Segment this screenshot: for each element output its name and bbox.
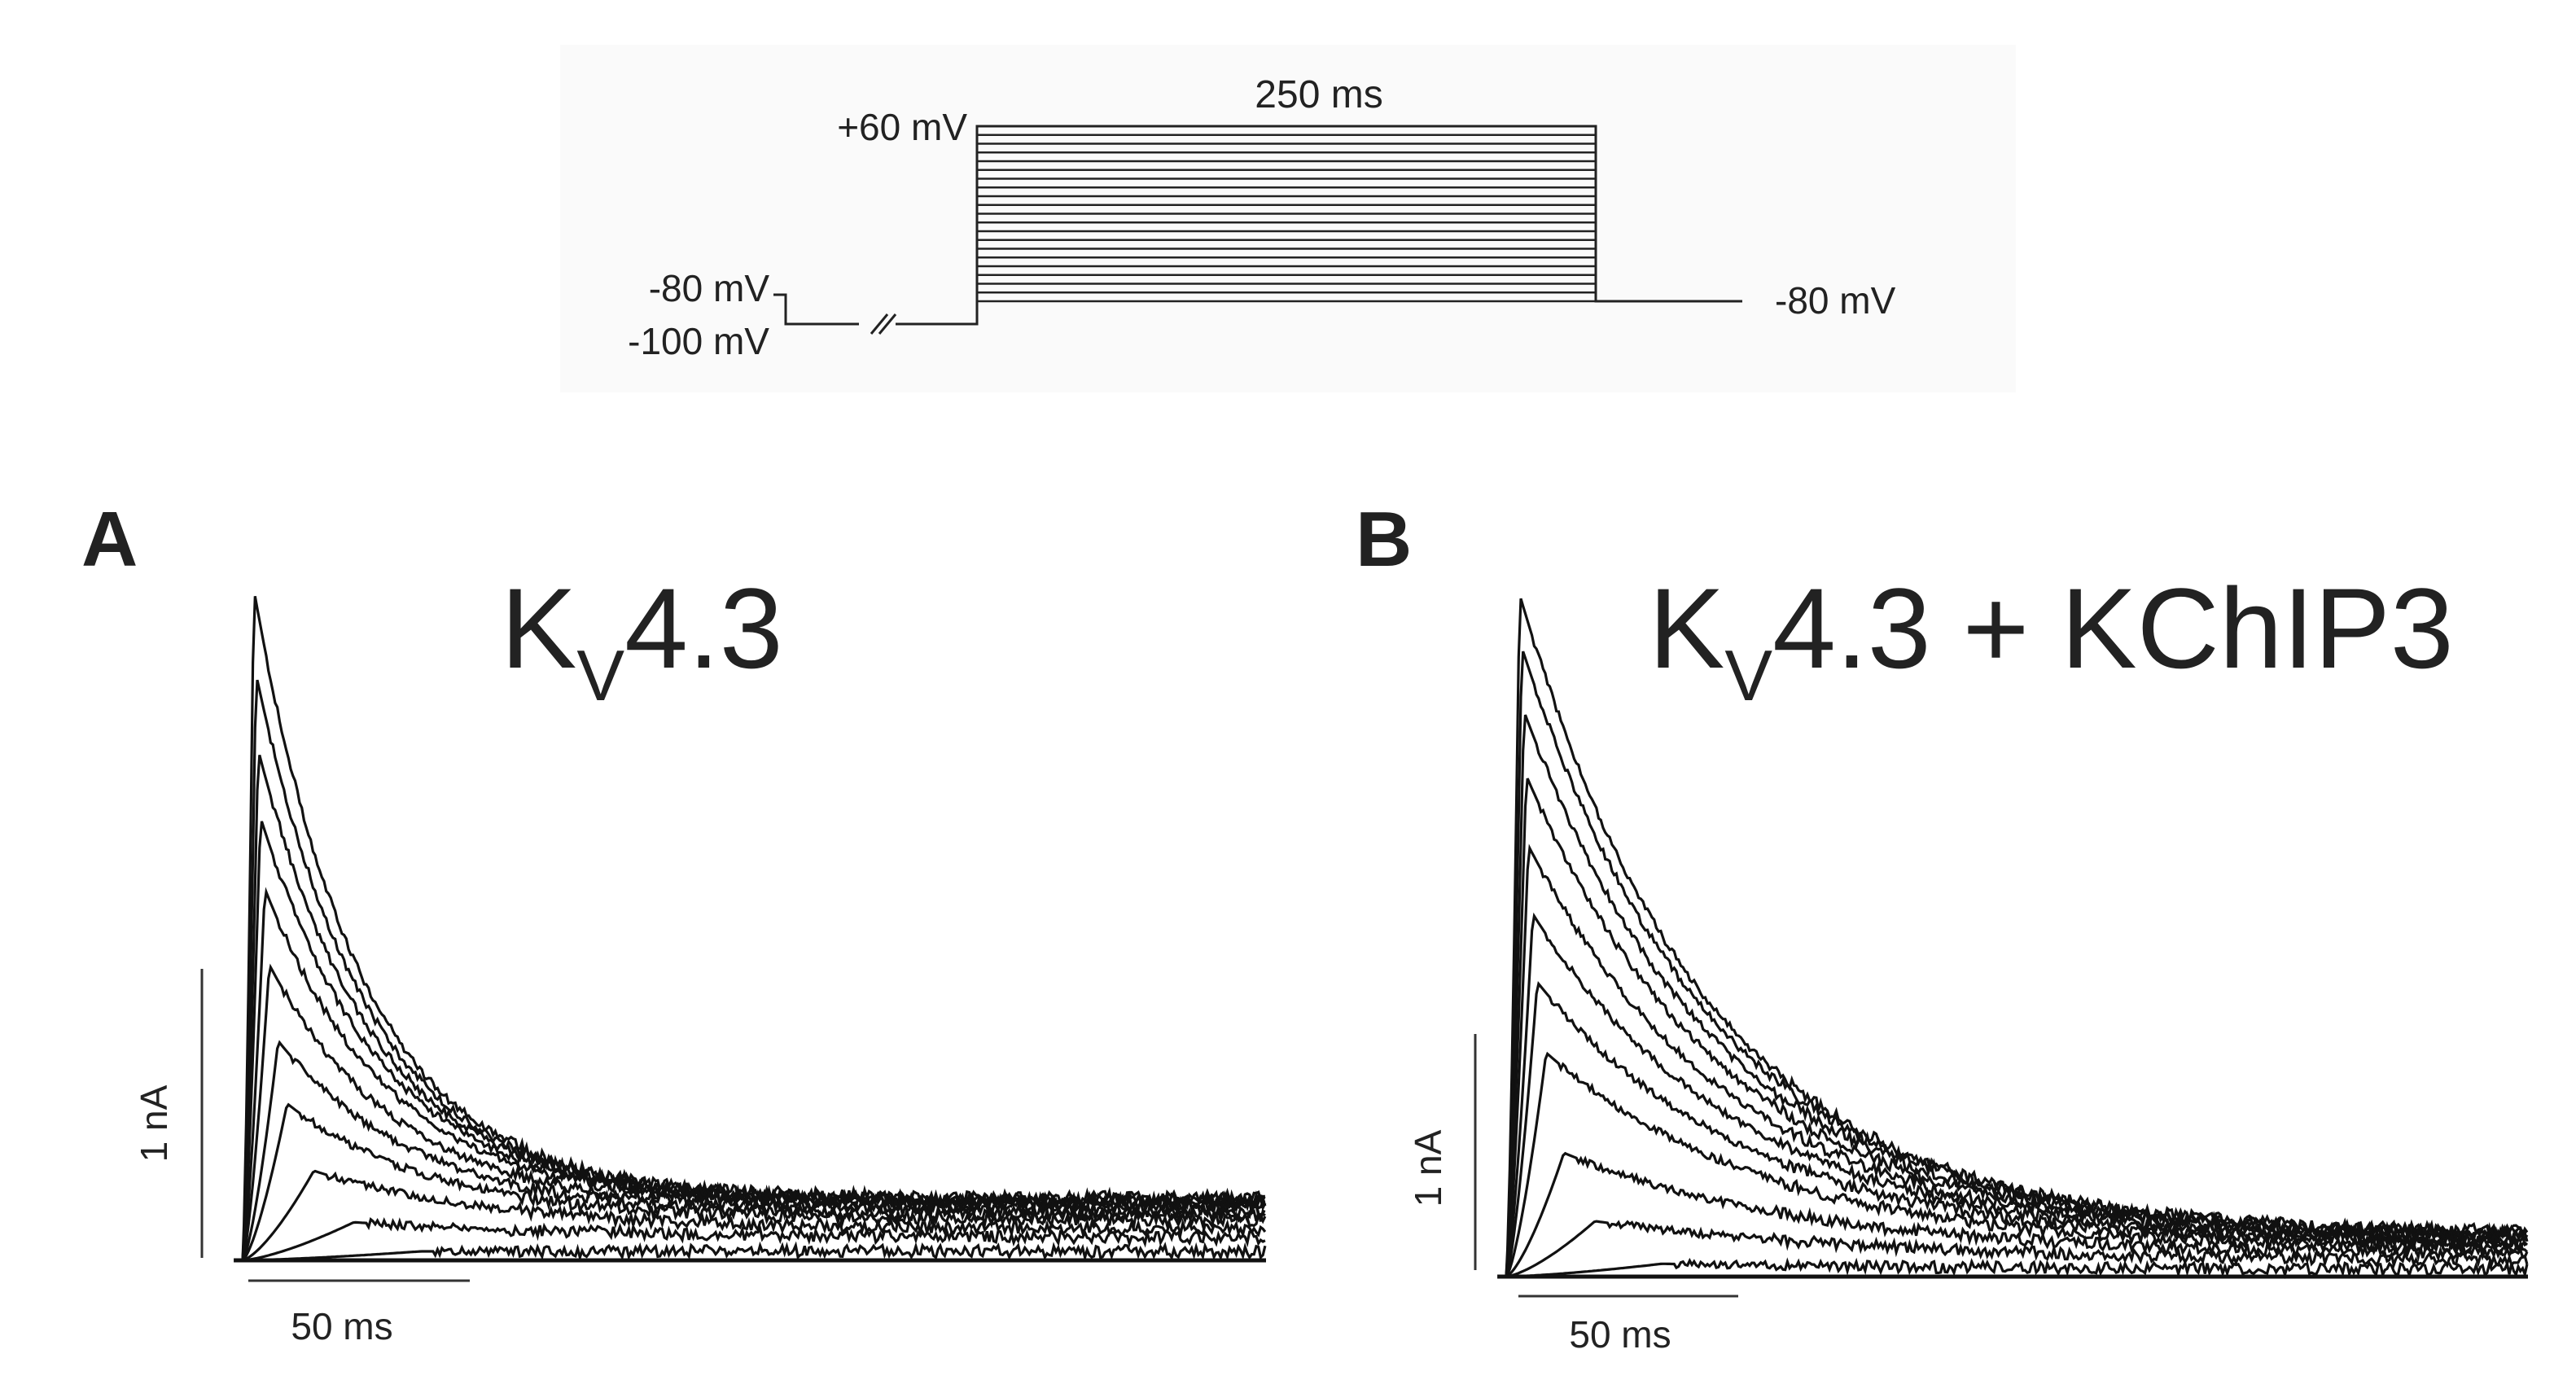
current-trace <box>241 596 1266 1261</box>
panel-b: B KV4.3 + KChIP3 1 nA 50 ms <box>1356 496 2529 1356</box>
current-trace <box>1505 1220 2529 1278</box>
protocol-axis-break-icon <box>870 313 897 335</box>
current-trace <box>1505 778 2529 1277</box>
current-trace <box>1506 1257 2529 1280</box>
current-trace <box>241 887 1266 1261</box>
panel-a-title-rest: 4.3 <box>624 564 783 692</box>
panel-b-title-rest: 4.3 + KChIP3 <box>1772 564 2454 692</box>
current-trace <box>241 754 1267 1261</box>
current-trace <box>242 1217 1266 1262</box>
current-trace <box>241 679 1265 1261</box>
panel-a-title-subscript: V <box>576 635 624 716</box>
protocol-duration-label: 250 ms <box>1255 73 1382 116</box>
protocol-test-voltage-label: +60 mV <box>837 106 967 148</box>
protocol-trace <box>773 125 1742 335</box>
panel-b-traces <box>1497 598 2529 1280</box>
protocol-prepulse-label: -100 mV <box>628 320 769 362</box>
panel-b-title: KV4.3 + KChIP3 <box>1649 564 2454 716</box>
current-trace <box>1505 651 2528 1277</box>
panel-a-title-k: K <box>501 564 576 692</box>
protocol-return-label: -80 mV <box>1775 279 1896 322</box>
panel-b-title-k: K <box>1649 564 1724 692</box>
panel-a-current-scale-label: 1 nA <box>133 1084 175 1162</box>
panel-b-scale-bars <box>1474 1034 1738 1298</box>
panel-a-scale-bars <box>200 969 470 1282</box>
panel-b-letter: B <box>1356 496 1412 583</box>
current-trace <box>1505 843 2529 1277</box>
panel-b-current-scale-label: 1 nA <box>1407 1129 1449 1207</box>
current-trace <box>1505 598 2529 1277</box>
current-trace <box>1505 1051 2529 1277</box>
panel-b-time-scale-label: 50 ms <box>1569 1313 1671 1356</box>
panel-a-title: KV4.3 <box>501 564 783 716</box>
panel-a: A KV4.3 1 nA 50 ms <box>81 496 1267 1347</box>
panel-a-letter: A <box>81 496 138 583</box>
panel-b-title-subscript: V <box>1724 635 1772 716</box>
current-trace <box>241 1040 1266 1261</box>
current-trace <box>241 1102 1267 1262</box>
current-trace <box>243 1241 1267 1263</box>
current-trace <box>1505 1151 2529 1278</box>
protocol-holding-trace <box>773 293 859 326</box>
protocol-background <box>560 45 2016 392</box>
current-trace <box>242 1169 1267 1262</box>
panel-a-time-scale-label: 50 ms <box>291 1305 392 1347</box>
voltage-protocol: 250 ms +60 mV -80 mV -100 mV -80 mV <box>560 45 2016 392</box>
panel-a-traces <box>234 596 1267 1263</box>
protocol-holding-label: -80 mV <box>649 267 770 309</box>
